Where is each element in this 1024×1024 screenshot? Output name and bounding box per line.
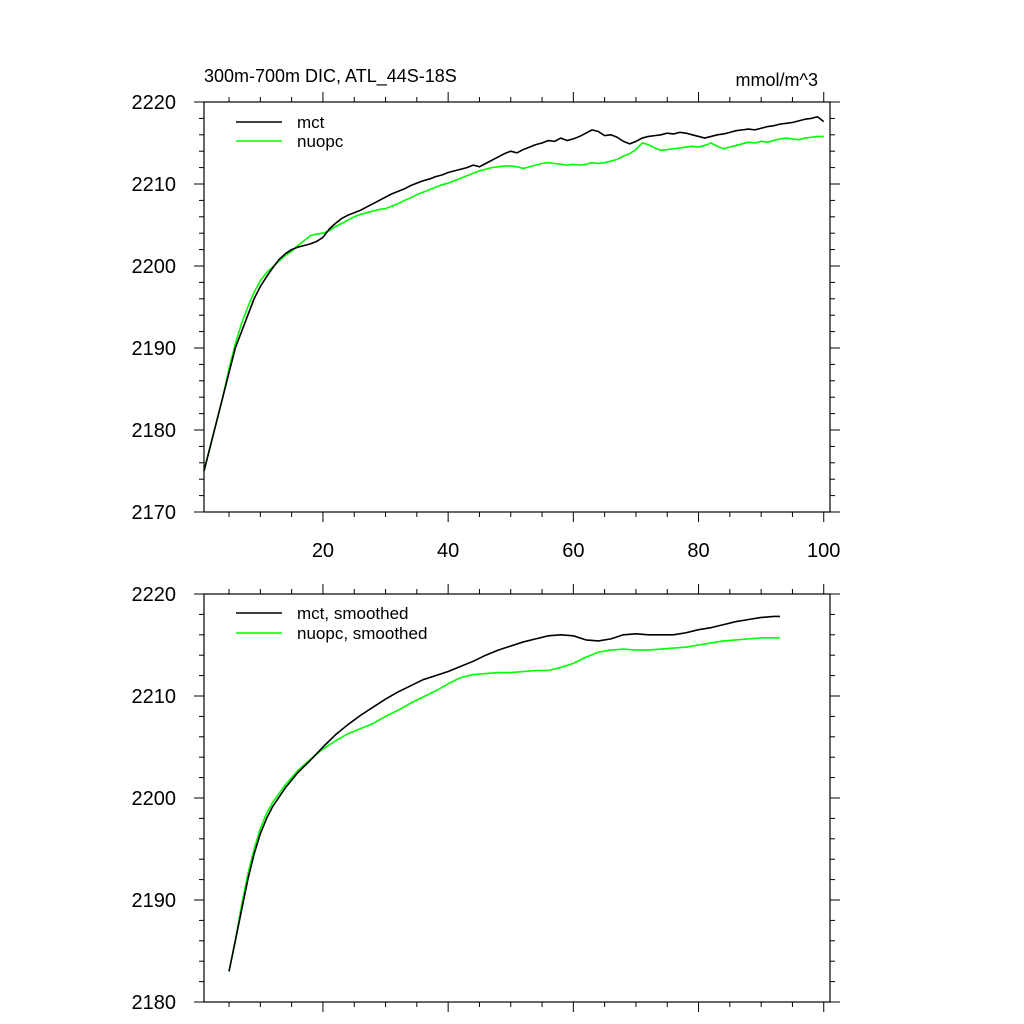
- y-tick-label: 2170: [132, 502, 177, 524]
- legend-label: nuopc, smoothed: [297, 624, 427, 643]
- x-tick-label: 80: [687, 540, 709, 562]
- x-tick-label: 40: [437, 540, 459, 562]
- series-line-mct: [228, 615, 780, 972]
- units-label: mmol/m^3: [736, 70, 818, 90]
- y-tick-label: 2180: [132, 992, 177, 1014]
- series-line-nuopc: [203, 135, 824, 472]
- legend-label: nuopc: [297, 132, 344, 151]
- x-tick-label: 20: [312, 540, 334, 562]
- y-tick-label: 2190: [132, 338, 177, 360]
- y-tick-label: 2210: [132, 686, 177, 708]
- y-tick-label: 2200: [132, 788, 177, 810]
- legend-label: mct, smoothed: [297, 604, 409, 623]
- y-tick-label: 2180: [132, 420, 177, 442]
- series-line-nuopc: [228, 637, 780, 972]
- chart-panel-top: 300m-700m DIC, ATL_44S-18S mmol/m^3 20 40…: [132, 66, 841, 562]
- y-tick-label: 2200: [132, 256, 177, 278]
- series-line-mct: [203, 115, 825, 472]
- x-tick-label: 60: [562, 540, 584, 562]
- y-tick-label: 2220: [132, 584, 177, 606]
- chart-panel-bottom: 2180 2190 2200 2210 2220 mct, smoothednuopc, …: [132, 584, 840, 1014]
- legend-label: mct: [297, 113, 325, 132]
- y-tick-label: 2210: [132, 174, 177, 196]
- y-tick-label: 2190: [132, 890, 177, 912]
- x-tick-label: 100: [807, 540, 840, 562]
- plot-frame: [203, 593, 831, 1003]
- y-tick-label: 2220: [132, 92, 177, 114]
- plot-frame: [203, 101, 831, 513]
- chart-title: 300m-700m DIC, ATL_44S-18S: [204, 66, 457, 87]
